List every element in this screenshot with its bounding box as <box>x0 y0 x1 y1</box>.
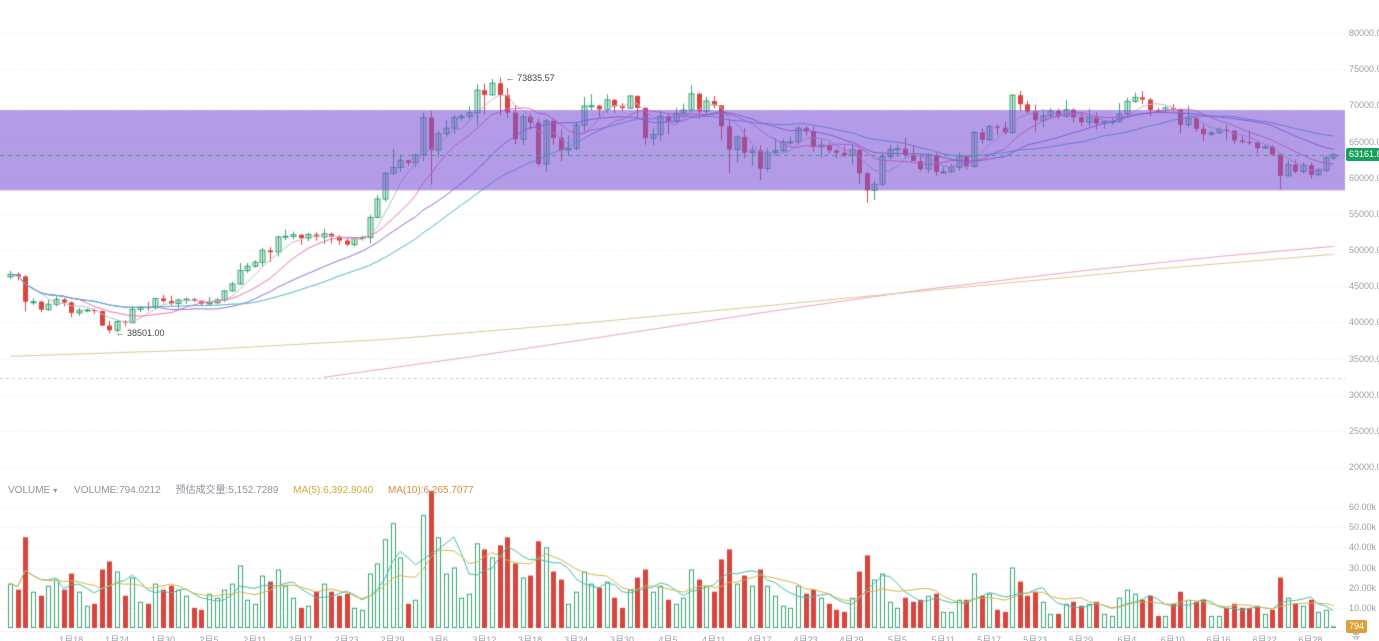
last-volume-tag: 794 <box>1346 620 1368 634</box>
volume-current-value: VOLUME:794.0212 <box>74 485 161 496</box>
volume-indicator-selector[interactable]: VOLUME ▾ <box>8 485 57 496</box>
axis-mode-toggles: 等 隔 <box>1352 631 1379 641</box>
volume-estimated-value: 预估成交量:5,152.7289 <box>175 485 279 496</box>
last-price-tag: 63161.83 <box>1346 148 1379 162</box>
volume-indicator-label: VOLUME <box>8 485 51 496</box>
axis-mode-equal[interactable]: 等 <box>1352 632 1360 641</box>
chevron-down-icon: ▾ <box>53 486 58 495</box>
volume-ma5-value: MA(5):6,392.8040 <box>293 485 374 496</box>
volume-legend: VOLUME ▾ VOLUME:794.0212 预估成交量:5,152.7289… <box>8 481 486 496</box>
volume-ma10-value: MA(10):6,265.7077 <box>387 485 474 496</box>
